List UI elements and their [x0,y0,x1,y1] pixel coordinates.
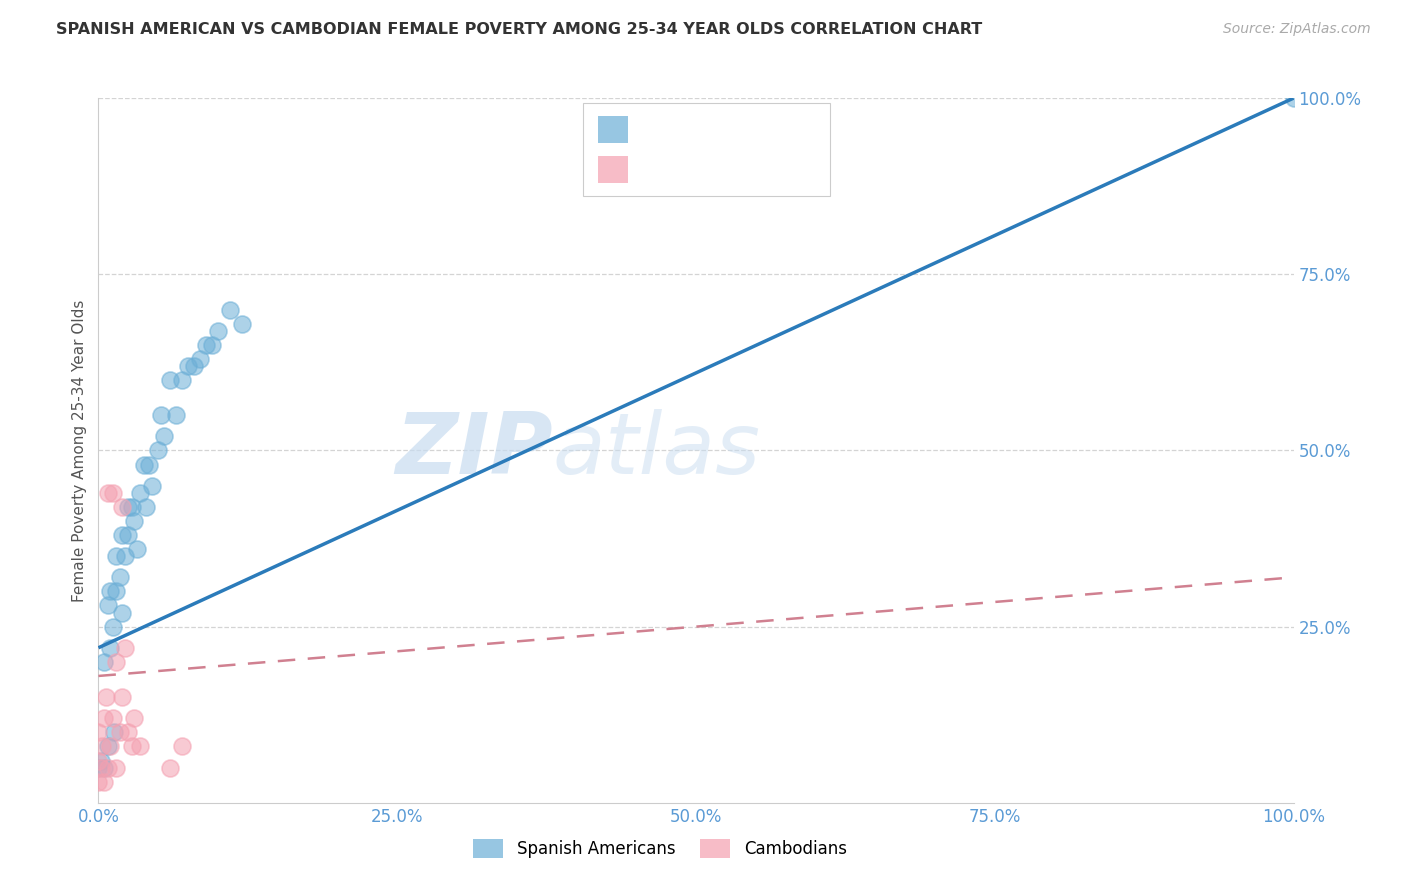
Point [108,570,131,584]
Point [105,584,128,599]
Point [111,690,134,705]
Point [138,458,160,472]
Point [97,599,120,613]
Text: ZIP: ZIP [395,409,553,492]
Point [177,359,200,373]
Point [114,640,136,655]
Point [90,760,112,774]
Point [105,549,128,564]
Point [188,351,211,366]
Point [231,317,253,331]
Text: N =: N = [731,161,770,178]
Point [172,373,194,387]
Point [121,739,143,754]
Point [87,760,110,774]
Text: R =: R = [640,161,679,178]
Point [97,760,120,774]
Point [207,324,229,338]
Point [111,528,134,542]
Point [132,458,155,472]
Legend: Spanish Americans, Cambodians: Spanish Americans, Cambodians [467,832,853,865]
Point [219,302,242,317]
Point [98,640,122,655]
Point [153,429,176,443]
Point [114,549,136,564]
Point [149,408,172,422]
Point [117,725,139,739]
Text: SPANISH AMERICAN VS CAMBODIAN FEMALE POVERTY AMONG 25-34 YEAR OLDS CORRELATION C: SPANISH AMERICAN VS CAMBODIAN FEMALE POV… [56,22,983,37]
Text: Source: ZipAtlas.com: Source: ZipAtlas.com [1223,22,1371,37]
Point [87,774,110,789]
Point [87,725,110,739]
Point [97,739,120,754]
Point [124,711,146,725]
Point [135,500,157,514]
Point [159,373,181,387]
Point [117,528,139,542]
Point [101,485,124,500]
Point [108,725,131,739]
Point [183,359,205,373]
Point [129,485,152,500]
Point [93,711,115,725]
Point [101,619,124,633]
Point [93,760,115,774]
Text: 25: 25 [766,161,792,178]
Point [98,584,122,599]
Point [111,500,134,514]
Point [148,443,170,458]
Point [93,774,115,789]
Point [172,739,194,754]
Text: R =: R = [640,120,679,138]
Point [111,606,134,620]
Point [94,690,117,705]
Point [117,500,139,514]
Point [201,338,224,352]
Text: 0.157: 0.157 [678,161,734,178]
Point [121,500,143,514]
Point [87,754,110,768]
Point [159,760,181,774]
Point [195,338,218,352]
Point [93,655,115,669]
Point [124,514,146,528]
Text: 0.675: 0.675 [678,120,734,138]
Text: 41: 41 [766,120,792,138]
Point [90,754,112,768]
Point [125,542,148,557]
Point [165,408,187,422]
Point [1282,91,1305,105]
Y-axis label: Female Poverty Among 25-34 Year Olds: Female Poverty Among 25-34 Year Olds [72,300,87,601]
Point [97,485,120,500]
Point [141,478,163,492]
Point [103,725,125,739]
Point [105,655,128,669]
Point [101,711,124,725]
Point [105,760,128,774]
Point [98,739,122,754]
Point [91,739,114,754]
Text: atlas: atlas [553,409,761,492]
Point [129,739,152,754]
Text: N =: N = [731,120,770,138]
